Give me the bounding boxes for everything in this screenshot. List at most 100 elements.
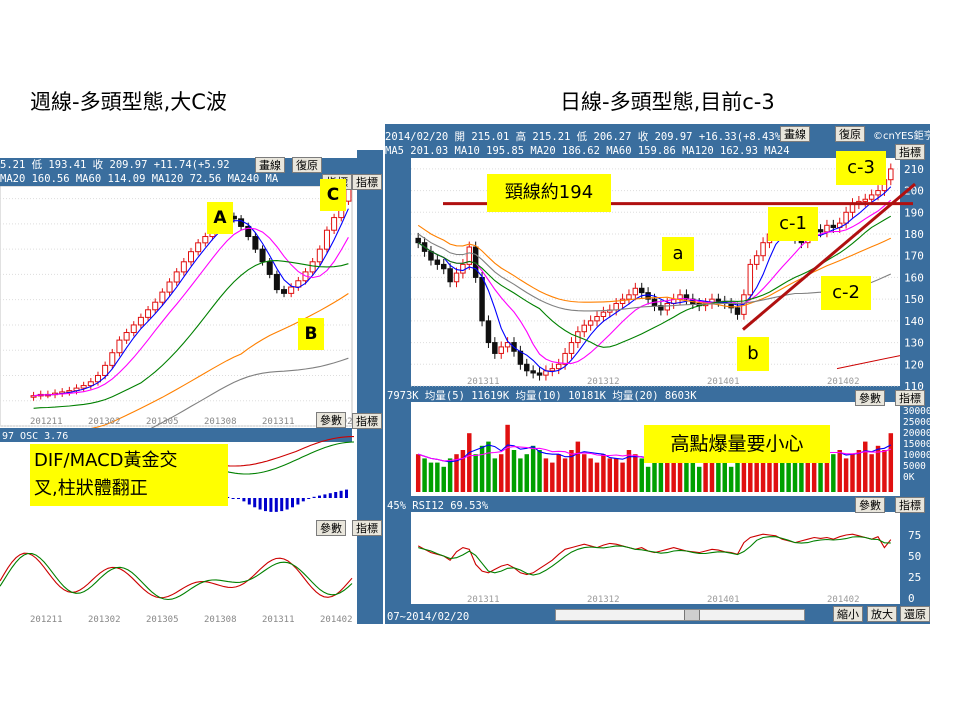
- daily-volume-bar: [530, 445, 536, 492]
- weekly-kd-time-tick: 201311: [262, 615, 295, 624]
- weekly-label-c: C: [320, 179, 346, 211]
- weekly-macd-bar: [253, 498, 257, 508]
- daily-volume-bar: [741, 458, 747, 492]
- weekly-candle: [288, 286, 295, 294]
- daily-candle: [868, 194, 875, 200]
- daily-volume-tick: 15000: [903, 439, 930, 450]
- daily-volume-bar: [486, 441, 491, 492]
- daily-reset-button[interactable]: 還原: [900, 606, 930, 622]
- daily-label-b: b: [737, 337, 769, 371]
- daily-candle: [562, 352, 568, 365]
- weekly-kd-params-button[interactable]: 參數: [316, 520, 346, 536]
- daily-volume-params-button[interactable]: 參數: [855, 390, 885, 406]
- daily-candle: [760, 242, 766, 257]
- weekly-indicator-button-2[interactable]: 指標: [352, 174, 382, 190]
- weekly-candle: [316, 248, 323, 263]
- weekly-price-tick: 140: [355, 268, 357, 281]
- daily-volume-bar: [582, 454, 587, 492]
- weekly-draw-button[interactable]: 畫線: [255, 157, 285, 173]
- weekly-candle: [87, 381, 94, 387]
- weekly-candle: [187, 251, 195, 263]
- daily-candle: [504, 342, 511, 348]
- daily-volume-tick: 20000: [903, 428, 930, 439]
- weekly-macd-bar: [264, 498, 267, 512]
- weekly-macd-bar: [312, 496, 316, 498]
- daily-volume-bar: [671, 458, 676, 492]
- daily-volume-indicator-button[interactable]: 指標: [895, 390, 925, 406]
- daily-price-tick: 140: [904, 315, 924, 328]
- daily-restore-button[interactable]: 復原: [835, 126, 865, 142]
- weekly-chart-svg: 200 180 160 140 120 100 80 60 40 20 201211 201302 20…: [0, 186, 357, 624]
- weekly-macd-bar: [318, 495, 321, 498]
- weekly-candle: [166, 281, 173, 293]
- daily-volume-bar: [498, 454, 504, 492]
- weekly-macd-params-button[interactable]: 參數: [316, 412, 346, 428]
- daily-volume-bar: [620, 462, 625, 492]
- weekly-kd-plot: 7550250201211201302201305201308201311201…: [0, 536, 353, 624]
- weekly-restore-button[interactable]: 復原: [292, 157, 322, 173]
- daily-candle: [753, 255, 760, 265]
- weekly-macd-bar: [280, 498, 284, 512]
- weekly-macd-bar: [231, 498, 235, 499]
- daily-volume-bar: [786, 454, 791, 492]
- daily-indicator-button[interactable]: 指標: [895, 144, 925, 160]
- daily-scrollbar[interactable]: [555, 609, 805, 621]
- weekly-kd-indicator-button[interactable]: 指標: [352, 520, 382, 536]
- daily-price-area: [411, 158, 900, 386]
- weekly-price-tick: 80: [355, 344, 357, 357]
- daily-volume-bar: [543, 458, 549, 492]
- daily-volume-bar: [562, 458, 568, 492]
- daily-volume-bar: [799, 454, 804, 492]
- daily-candle: [875, 190, 881, 196]
- daily-volume-bar: [779, 445, 785, 492]
- weekly-kd-time-tick: 201308: [204, 615, 237, 624]
- weekly-time-tick: 201211: [30, 417, 63, 427]
- weekly-macd-indicator-button[interactable]: 指標: [352, 413, 382, 429]
- daily-volume-bar: [524, 454, 530, 492]
- daily-rsi-indicator-button[interactable]: 指標: [895, 497, 925, 513]
- daily-draw-button[interactable]: 畫線: [780, 126, 810, 142]
- daily-volume-bar: [588, 458, 593, 492]
- daily-rsi-params-button[interactable]: 參數: [855, 497, 885, 513]
- weekly-label-b: B: [298, 318, 324, 350]
- weekly-candle: [80, 385, 87, 389]
- daily-candle: [824, 224, 830, 233]
- daily-volume-bar: [850, 454, 855, 492]
- daily-volume-bar: [824, 454, 830, 492]
- weekly-macd-bar: [334, 492, 338, 498]
- daily-volume-bar: [454, 454, 459, 492]
- daily-volume-bar: [690, 458, 696, 492]
- daily-zoom-out-button[interactable]: 縮小: [833, 606, 863, 622]
- daily-date-range: 07~2014/02/20: [387, 611, 469, 623]
- daily-candle: [549, 368, 556, 372]
- daily-volume-plot: 7973K 均量(5) 11619K 均量(10) 10181K 均量(20) …: [387, 390, 930, 496]
- daily-volume-bar: [473, 454, 478, 492]
- daily-candle: [492, 342, 498, 354]
- weekly-macd-bar: [242, 498, 246, 502]
- daily-candle: [888, 168, 894, 181]
- weekly-macd-bar: [269, 498, 273, 512]
- daily-volume-bar: [863, 441, 868, 492]
- daily-volume-bar: [882, 450, 887, 492]
- daily-volume-bar: [613, 458, 619, 492]
- daily-zoom-in-button[interactable]: 放大: [867, 606, 897, 622]
- daily-scrollbar-thumb[interactable]: [684, 610, 700, 620]
- weekly-macd-bar: [328, 493, 332, 498]
- daily-candle: [613, 302, 619, 311]
- daily-time-tick: 201401: [707, 377, 740, 387]
- weekly-candle: [281, 289, 288, 294]
- daily-volume-bar: [467, 433, 472, 492]
- daily-candle: [479, 276, 485, 322]
- daily-candle: [447, 268, 453, 283]
- daily-volume-bar: [728, 466, 734, 492]
- daily-volume-bar: [716, 454, 721, 492]
- daily-volume-bar: [505, 424, 510, 492]
- daily-price-tick: 120: [904, 358, 924, 371]
- weekly-macd-bar: [345, 489, 348, 498]
- weekly-candle: [202, 236, 209, 244]
- daily-volume-bar: [428, 462, 434, 492]
- weekly-macd-tick: 30: [356, 458, 357, 471]
- daily-time-tick: 201402: [827, 377, 860, 387]
- weekly-candle: [180, 261, 187, 273]
- daily-volume-bar: [633, 454, 638, 492]
